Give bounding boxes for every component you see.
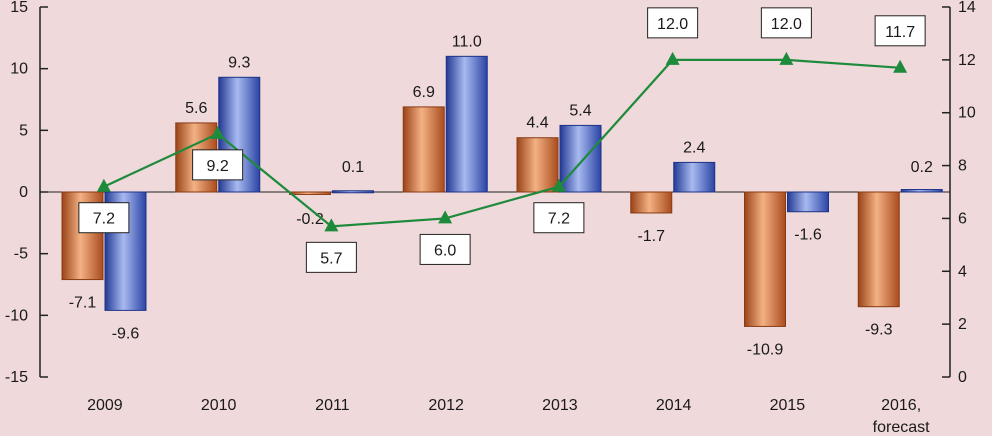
- bar-value-label: 5.6: [185, 100, 207, 117]
- line-label-box: [192, 149, 244, 181]
- x-tick-label: 2016,: [881, 397, 921, 414]
- line-point-marker: [210, 125, 225, 139]
- bar-value-label: 4.4: [526, 115, 548, 132]
- line-value-label: 9.2: [207, 158, 229, 175]
- x-tick-label: 2013: [542, 397, 578, 414]
- line-value-label: 11.7: [885, 24, 915, 41]
- x-tick-label: 2015: [770, 397, 806, 414]
- left-tick-label: 0: [19, 184, 28, 201]
- right-tick-label: 12: [958, 52, 976, 69]
- line-label-box: [419, 233, 471, 265]
- x-tick-label-line2: forecast: [873, 419, 930, 436]
- line-label-box: [78, 202, 130, 234]
- bar-value-label: 11.0: [452, 33, 482, 50]
- line-point-marker: [779, 51, 794, 65]
- bar-value-label: -1.6: [794, 227, 822, 244]
- line-point-marker: [893, 59, 908, 73]
- line-point-marker: [96, 178, 111, 192]
- left-tick-label: -10: [5, 307, 28, 324]
- right-tick-label: 14: [958, 0, 976, 16]
- line-value-label: 5.7: [320, 250, 342, 267]
- line-label-box: [305, 241, 357, 273]
- bar-value-label: 9.3: [228, 54, 250, 71]
- bar-value-label: -9.3: [865, 322, 893, 339]
- left-tick-label: 15: [10, 0, 28, 16]
- bar-value-label: 6.9: [413, 84, 435, 101]
- bar-series-1-2016: [857, 191, 900, 308]
- line-point-marker: [438, 210, 453, 224]
- line-label-box: [647, 7, 699, 39]
- bar-series-2-2011: [332, 190, 374, 194]
- x-tick-label: 2010: [201, 397, 237, 414]
- bar-series-1-2013: [516, 137, 559, 193]
- right-tick-label: 10: [958, 105, 976, 122]
- bar-series-2-2012: [445, 55, 488, 193]
- line-point-marker: [665, 51, 680, 65]
- bar-value-label: -7.1: [69, 295, 97, 312]
- bar-series-1-2012: [402, 106, 445, 193]
- bar-value-label: 2.4: [683, 139, 705, 156]
- x-tick-label: 2012: [428, 397, 464, 414]
- line-value-label: 7.2: [93, 211, 115, 228]
- line-label-box: [874, 15, 926, 47]
- right-tick-label: 2: [958, 316, 967, 333]
- left-tick-label: 5: [19, 122, 28, 139]
- bar-series-1-2011: [289, 191, 331, 195]
- line-label-box: [760, 7, 812, 39]
- line-value-label: 7.2: [548, 211, 570, 228]
- bar-value-label: -1.7: [637, 228, 665, 245]
- line-point-marker: [324, 218, 339, 232]
- line-value-label: 6.0: [434, 242, 456, 259]
- right-tick-label: 0: [958, 369, 967, 386]
- line-path: [103, 58, 901, 228]
- line-labels: 7.2 9.2 5.7 6.0 7.2 12.0 12.0 11.7: [78, 7, 926, 273]
- bar-series-2-2014: [673, 161, 716, 193]
- bar-value-label: -10.9: [747, 341, 784, 358]
- bar-value-label: -0.2: [296, 211, 324, 228]
- left-tick-label: -5: [14, 246, 28, 263]
- bar-series-1-2015: [744, 191, 786, 327]
- line-series: [96, 51, 908, 232]
- right-axis-ticks: 0 2 4 6 8 10 12 14: [942, 0, 976, 386]
- bar-series-1-2014: [630, 191, 673, 214]
- bar-series-2-2013: [559, 124, 602, 193]
- bars: [61, 55, 943, 327]
- bar-series-2-2015: [787, 191, 829, 213]
- right-tick-label: 8: [958, 158, 967, 175]
- bar-labels: -7.1 5.6 -0.2 6.9 4.4 -1.7 -10.9 -9.3 -9.6 9.3 0.1…: [69, 33, 933, 358]
- bar-value-label: 0.2: [911, 159, 933, 176]
- bar-value-label: -9.6: [112, 325, 140, 342]
- left-axis-ticks: -15 -10 -5 0 5 10 15: [5, 0, 48, 386]
- line-value-label: 12.0: [771, 16, 802, 33]
- line-point-marker: [551, 178, 566, 192]
- bar-value-label: 5.4: [569, 102, 591, 119]
- x-tick-label: 2014: [656, 397, 692, 414]
- line-value-label: 12.0: [657, 16, 688, 33]
- bar-series-2-2016: [900, 189, 943, 193]
- x-axis-labels: 2009 2010 2011 2012 2013 2014 2015 2016, forecas…: [87, 397, 930, 436]
- right-tick-label: 6: [958, 210, 967, 227]
- bar-value-label: 0.1: [342, 159, 364, 176]
- x-tick-label: 2011: [315, 397, 350, 414]
- left-tick-label: 10: [10, 61, 28, 78]
- x-tick-label: 2009: [87, 397, 123, 414]
- right-tick-label: 4: [958, 263, 967, 280]
- left-tick-label: -15: [5, 369, 28, 386]
- line-label-box: [533, 202, 585, 234]
